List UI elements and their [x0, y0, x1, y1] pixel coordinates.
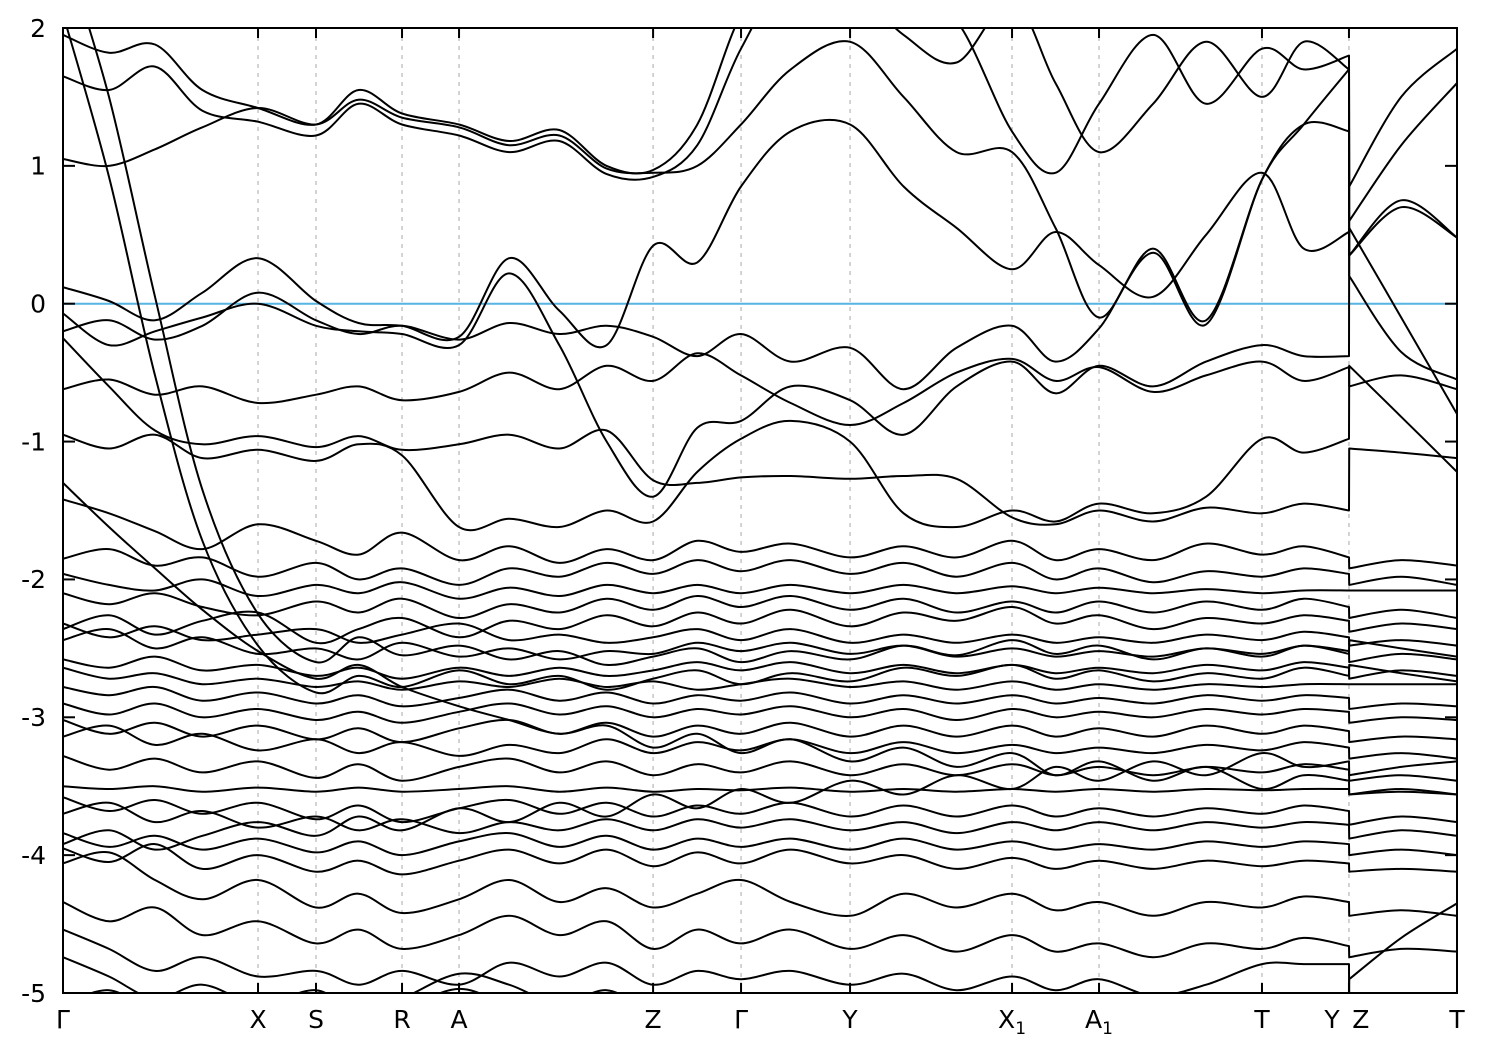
band-curve [63, 832, 1457, 857]
band-curves-group [63, 28, 1457, 993]
plot-border [62, 27, 1458, 994]
x-tick-label: Z [645, 1005, 662, 1034]
band-curve [63, 118, 1457, 349]
y-tick-label: -5 [21, 979, 46, 1008]
band-curve [63, 901, 1457, 959]
y-tick-label: -1 [21, 427, 46, 456]
band-curve [63, 902, 1457, 993]
x-tick-label: Γ [56, 1005, 70, 1034]
x-tick-label: S [308, 1005, 324, 1034]
band-curve [63, 752, 1457, 851]
x-tick-label: Γ [734, 1005, 748, 1034]
band-curve [63, 68, 1457, 391]
y-tick-label: 2 [30, 14, 46, 43]
x-tick-label: X1 [998, 1005, 1026, 1039]
x-tick-label: A1 [1085, 1005, 1113, 1039]
band-curve [63, 724, 1457, 760]
y-tick-label: -3 [21, 703, 46, 732]
y-tick-label: 1 [30, 152, 46, 181]
band-curve [63, 572, 1457, 600]
band-curve [63, 352, 1457, 426]
band-curve [63, 666, 1457, 691]
band-curve [63, 28, 1457, 222]
band-curve [63, 40, 1457, 323]
band-curve [88, 28, 1457, 666]
x-tick-label: T [1448, 1005, 1465, 1034]
band-curve [63, 498, 1457, 570]
x-tick-label: A [450, 1005, 467, 1034]
band-curve [88, 987, 482, 993]
band-curve [63, 592, 1457, 620]
band-curve [63, 718, 1457, 744]
axes-frame-group [62, 27, 1458, 994]
band-curve [63, 628, 1457, 664]
x-tick-label: Y [841, 1005, 858, 1034]
y-tick-label: -2 [21, 565, 46, 594]
x-tick-label: X [249, 1005, 266, 1034]
gridlines-group [257, 28, 1350, 993]
band-curve [63, 364, 1457, 532]
band-curve [63, 337, 1457, 526]
y-tick-label: 0 [30, 289, 46, 318]
x-tick-label: Y [1323, 1005, 1340, 1034]
x-tick-label: T [1253, 1005, 1270, 1034]
band-curve [63, 801, 1457, 840]
y-tick-label: -4 [21, 841, 46, 870]
band-curve [63, 605, 1457, 645]
band-curve [63, 702, 1457, 724]
band-curve [63, 928, 1351, 993]
x-tick-label: R [393, 1005, 410, 1034]
band-curve [63, 785, 1457, 796]
x-tick-label: Z [1352, 1005, 1369, 1034]
band-curve [63, 481, 1457, 796]
band-curve [63, 548, 1457, 586]
band-curve [63, 850, 1457, 917]
band-curve [63, 226, 1457, 498]
band-curve [63, 622, 1457, 647]
x-tick-label-subscript: 1 [1102, 1019, 1113, 1039]
tick-marks-group [62, 28, 1458, 993]
band-curve [63, 843, 1457, 876]
band-curve [63, 685, 1457, 710]
band-curve [63, 754, 1457, 782]
x-tick-label-subscript: 1 [1015, 1019, 1026, 1039]
band-curve [63, 796, 1457, 826]
